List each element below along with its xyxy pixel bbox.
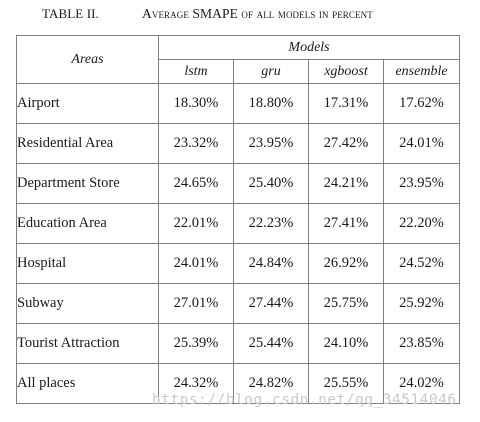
area-cell: Hospital: [16, 243, 159, 284]
value-cell: 26.92%: [308, 243, 384, 284]
table-number: TABLE II.: [42, 6, 99, 21]
value-cell: 27.44%: [233, 283, 309, 324]
header-row-model-names: lstm gru xgboost ensemble: [17, 59, 461, 84]
value-cell: 23.32%: [158, 123, 234, 164]
table-title: Average SMAPE of all models in percent: [142, 6, 373, 21]
value-cell: 27.42%: [308, 123, 384, 164]
table-row: Hospital 24.01% 24.84% 26.92% 24.52%: [16, 243, 461, 284]
area-cell: Residential Area: [16, 123, 159, 164]
table-row: Airport 18.30% 18.80% 17.31% 17.62%: [16, 83, 461, 124]
value-cell: 24.01%: [382, 123, 461, 164]
value-cell: 18.80%: [233, 83, 309, 124]
value-cell: 22.20%: [382, 203, 461, 244]
value-cell: 17.62%: [382, 83, 461, 124]
value-cell: 27.01%: [158, 283, 234, 324]
area-cell: Subway: [16, 283, 159, 324]
value-cell: 23.95%: [233, 123, 309, 164]
area-cell: All places: [16, 363, 159, 404]
value-cell: 27.41%: [308, 203, 384, 244]
value-cell: 24.32%: [158, 363, 234, 404]
value-cell: 25.55%: [308, 363, 384, 404]
area-cell: Airport: [16, 83, 159, 124]
area-cell: Department Store: [16, 163, 159, 204]
value-cell: 25.44%: [233, 323, 309, 364]
table-row: Residential Area 23.32% 23.95% 27.42% 24…: [16, 123, 461, 164]
table-row: All places 24.32% 24.82% 25.55% 24.02%: [16, 363, 461, 404]
model-header-xgboost: xgboost: [308, 59, 384, 84]
header-row-models: Areas Models: [16, 35, 461, 84]
value-cell: 24.84%: [233, 243, 309, 284]
model-header-lstm: lstm: [158, 59, 234, 84]
table-row: Subway 27.01% 27.44% 25.75% 25.92%: [16, 283, 461, 324]
value-cell: 24.21%: [308, 163, 384, 204]
value-cell: 25.75%: [308, 283, 384, 324]
value-cell: 22.23%: [233, 203, 309, 244]
value-cell: 23.85%: [382, 323, 461, 364]
value-cell: 24.02%: [382, 363, 461, 404]
value-cell: 24.65%: [158, 163, 234, 204]
table-row: Tourist Attraction 25.39% 25.44% 24.10% …: [16, 323, 461, 364]
model-header-gru: gru: [233, 59, 309, 84]
table-row: Department Store 24.65% 25.40% 24.21% 23…: [16, 163, 461, 204]
table-caption: TABLE II. Average SMAPE of all models in …: [42, 6, 470, 24]
value-cell: 24.82%: [233, 363, 309, 404]
area-cell: Tourist Attraction: [16, 323, 159, 364]
value-cell: 24.52%: [382, 243, 461, 284]
area-cell: Education Area: [16, 203, 159, 244]
models-header: Models: [157, 35, 461, 60]
smape-table: Areas Models lstm gru xgboost ensemble A…: [16, 35, 461, 404]
model-header-ensemble: ensemble: [382, 59, 461, 84]
value-cell: 18.30%: [158, 83, 234, 124]
value-cell: 25.92%: [382, 283, 461, 324]
value-cell: 17.31%: [308, 83, 384, 124]
value-cell: 25.40%: [233, 163, 309, 204]
value-cell: 24.10%: [308, 323, 384, 364]
value-cell: 24.01%: [158, 243, 234, 284]
areas-header: Areas: [16, 35, 159, 84]
table-row: Education Area 22.01% 22.23% 27.41% 22.2…: [16, 203, 461, 244]
value-cell: 23.95%: [382, 163, 461, 204]
value-cell: 25.39%: [158, 323, 234, 364]
value-cell: 22.01%: [158, 203, 234, 244]
